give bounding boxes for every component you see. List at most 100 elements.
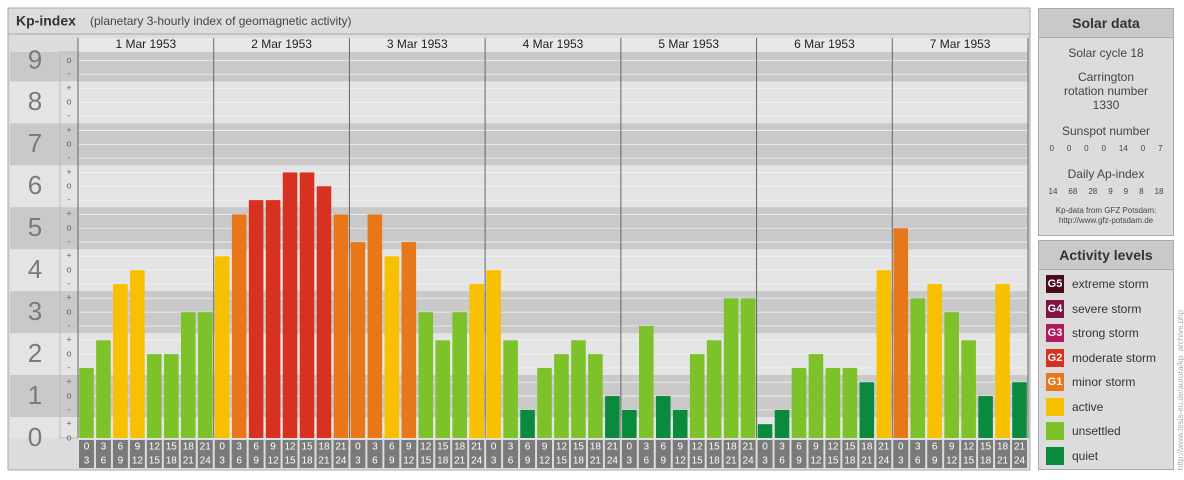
- hour-end: 18: [844, 456, 856, 467]
- hour-box: [231, 440, 247, 468]
- hour-end: 6: [101, 456, 107, 467]
- day-label: 1 Mar 1953: [116, 37, 177, 51]
- hour-start: 6: [932, 442, 938, 453]
- hour-box: [757, 440, 773, 468]
- bar: [401, 242, 417, 438]
- hour-start: 21: [1014, 442, 1026, 453]
- hour-end: 24: [607, 456, 619, 467]
- hour-end: 9: [253, 456, 259, 467]
- hour-box: [655, 440, 671, 468]
- hour-end: 12: [403, 456, 415, 467]
- y-minor-label: +: [66, 209, 71, 219]
- hour-end: 18: [709, 456, 721, 467]
- hour-start: 0: [898, 442, 904, 453]
- y-minor-label: +: [66, 293, 71, 303]
- number: 18: [1154, 187, 1164, 196]
- legend-swatch: G3: [1046, 324, 1064, 343]
- hour-box: [570, 440, 586, 468]
- hour-end: 15: [963, 456, 975, 467]
- hour-end: 21: [726, 456, 738, 467]
- y-minor-label: o: [66, 390, 71, 400]
- hour-start: 21: [200, 442, 212, 453]
- hour-end: 15: [692, 456, 704, 467]
- source-url: http://www.tesis-eu.de/aurora/kp_archive…: [1176, 309, 1184, 470]
- hour-start: 3: [915, 442, 921, 453]
- bar: [723, 298, 739, 438]
- bar: [672, 409, 688, 438]
- bar: [689, 354, 705, 438]
- y-minor-label: +: [66, 125, 71, 135]
- legend-swatch: [1046, 446, 1064, 465]
- bar: [978, 396, 993, 438]
- hour-box: [452, 440, 468, 468]
- hour-start: 18: [861, 442, 873, 453]
- hour-start: 6: [253, 442, 259, 453]
- number: 0: [1049, 144, 1054, 153]
- hour-start: 9: [542, 442, 548, 453]
- hour-start: 6: [118, 442, 124, 453]
- hour-start: 0: [84, 442, 90, 453]
- legend-item: G4 severe storm: [1039, 297, 1173, 322]
- hour-box: [384, 440, 400, 468]
- legend-label: extreme storm: [1072, 277, 1149, 292]
- hour-start: 21: [743, 442, 755, 453]
- hour-box: [791, 440, 807, 468]
- hour-start: 15: [437, 442, 449, 453]
- hour-box: [961, 440, 977, 468]
- bar: [282, 172, 298, 438]
- hour-end: 6: [372, 456, 378, 467]
- bar: [350, 242, 366, 438]
- y-minor-label: +: [66, 251, 71, 261]
- hour-box: [367, 440, 383, 468]
- bar: [113, 284, 128, 438]
- legend-label: unsettled: [1072, 424, 1121, 439]
- bar: [248, 200, 264, 438]
- bar: [1012, 382, 1027, 438]
- hour-start: 18: [590, 442, 602, 453]
- hour-end: 21: [454, 456, 466, 467]
- hour-end: 21: [861, 456, 873, 467]
- legend-label: quiet: [1072, 448, 1099, 463]
- hour-box: [587, 440, 603, 468]
- hour-box: [197, 440, 213, 468]
- bar: [333, 214, 349, 438]
- legend-panel: Activity levels G5 extreme storm G4 severe …: [1038, 240, 1174, 470]
- y-tick-label: 1: [28, 380, 42, 410]
- bar: [384, 256, 400, 438]
- day-label: 4 Mar 1953: [523, 37, 584, 51]
- hour-box: [265, 440, 281, 468]
- hour-box: [825, 440, 841, 468]
- hour-end: 24: [878, 456, 890, 467]
- hour-end: 9: [796, 456, 802, 467]
- hour-end: 9: [389, 456, 395, 467]
- legend-label: active: [1072, 399, 1104, 414]
- hour-start: 21: [607, 442, 619, 453]
- hour-end: 12: [268, 456, 280, 467]
- hour-box: [333, 440, 349, 468]
- hour-start: 0: [491, 442, 497, 453]
- hour-start: 0: [219, 442, 225, 453]
- bar: [757, 424, 773, 438]
- bar: [316, 186, 332, 438]
- y-minor-label: +: [66, 83, 71, 93]
- y-minor-label: o: [66, 265, 71, 275]
- hour-end: 3: [627, 456, 633, 467]
- hour-end: 3: [491, 456, 497, 467]
- number: 7: [1158, 144, 1163, 153]
- ap-row: 14 68 28 9 9 8 18: [1039, 187, 1173, 196]
- bar: [520, 409, 535, 438]
- legend-swatch: G2: [1046, 348, 1064, 367]
- hour-box: [282, 440, 298, 468]
- bar: [265, 200, 281, 438]
- bar: [655, 396, 671, 438]
- legend-label: minor storm: [1072, 375, 1136, 390]
- hour-end: 18: [980, 456, 992, 467]
- number: 9: [1108, 187, 1113, 196]
- hour-box: [995, 440, 1011, 468]
- legend-swatch: [1046, 422, 1064, 441]
- y-tick-label: 4: [28, 254, 42, 284]
- y-minor-label: -: [68, 278, 71, 288]
- legend-swatch: G5: [1046, 275, 1064, 294]
- hour-box: [1012, 440, 1027, 468]
- bar: [808, 354, 824, 438]
